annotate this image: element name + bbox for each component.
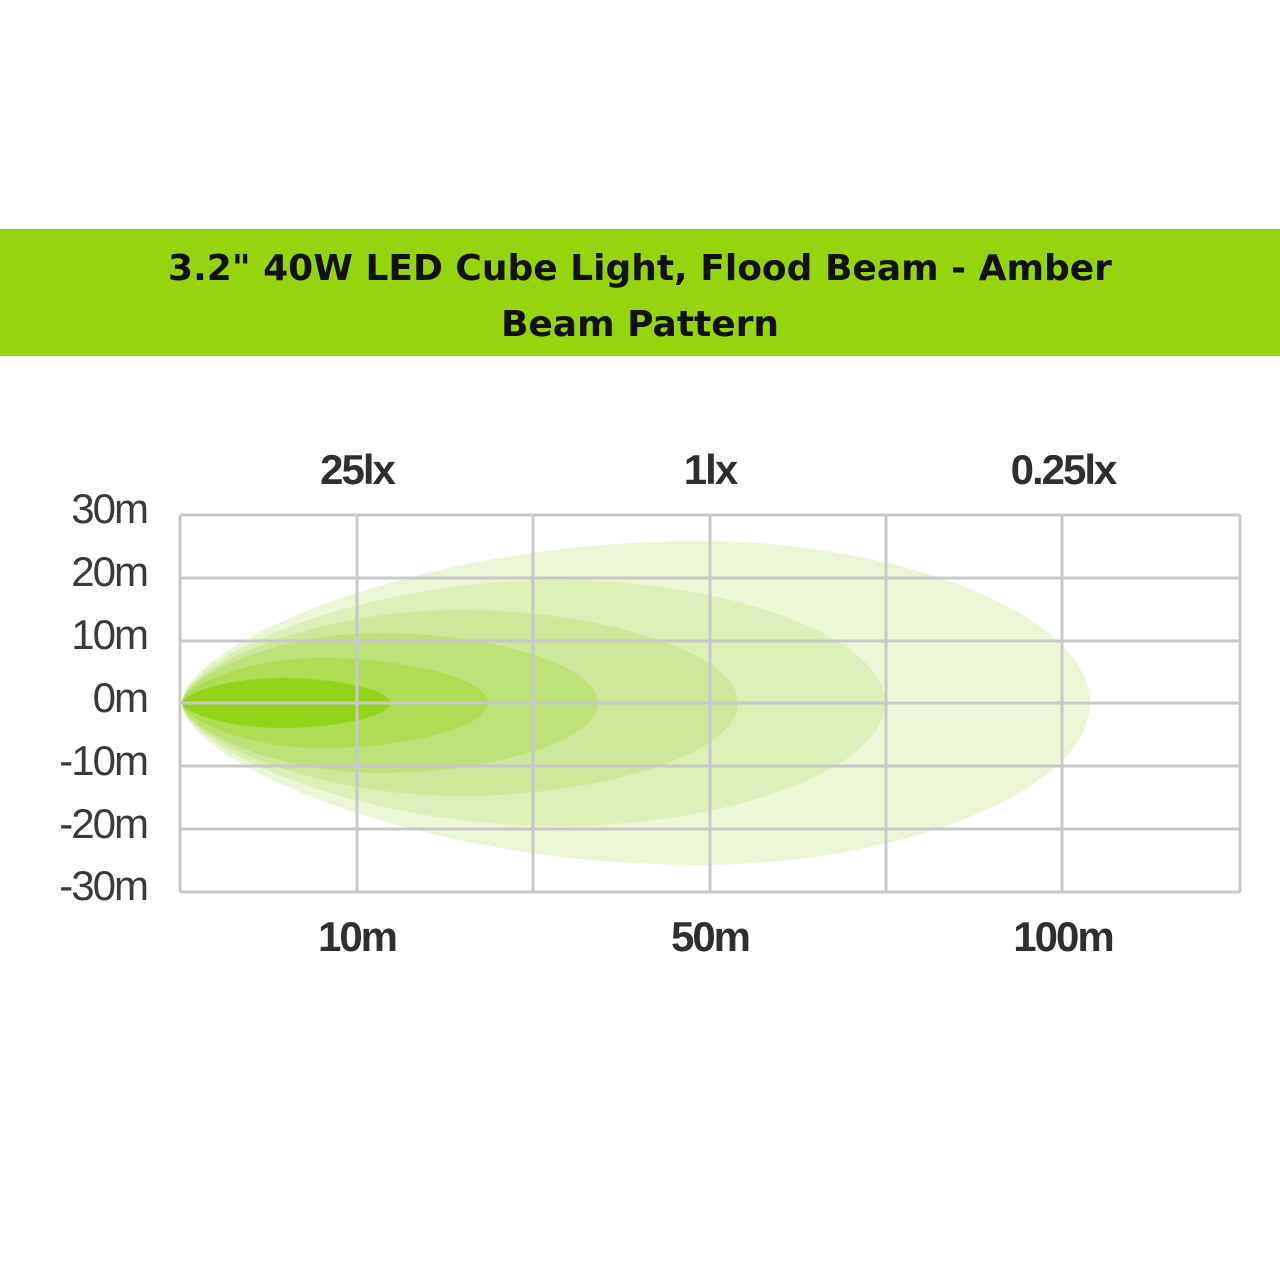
lux-label: 0.25lx [1011,446,1118,493]
distance-label: 50m [671,913,749,960]
y-label: -20m [59,800,147,847]
y-label: -30m [59,862,147,909]
y-label: 0m [93,674,147,721]
title-band [0,229,1280,356]
lux-label: 25lx [320,446,396,493]
distance-label: 100m [1013,913,1112,960]
y-label: 20m [71,548,147,595]
grid [178,513,1242,894]
y-label: 10m [71,611,147,658]
title-line: 3.2" 40W LED Cube Light, Flood Beam - Am… [168,248,1112,289]
lux-label: 1lx [684,446,739,493]
y-label: -10m [59,737,147,784]
y-label: 30m [71,485,147,532]
title-line: Beam Pattern [501,304,779,345]
distance-label: 10m [318,913,396,960]
